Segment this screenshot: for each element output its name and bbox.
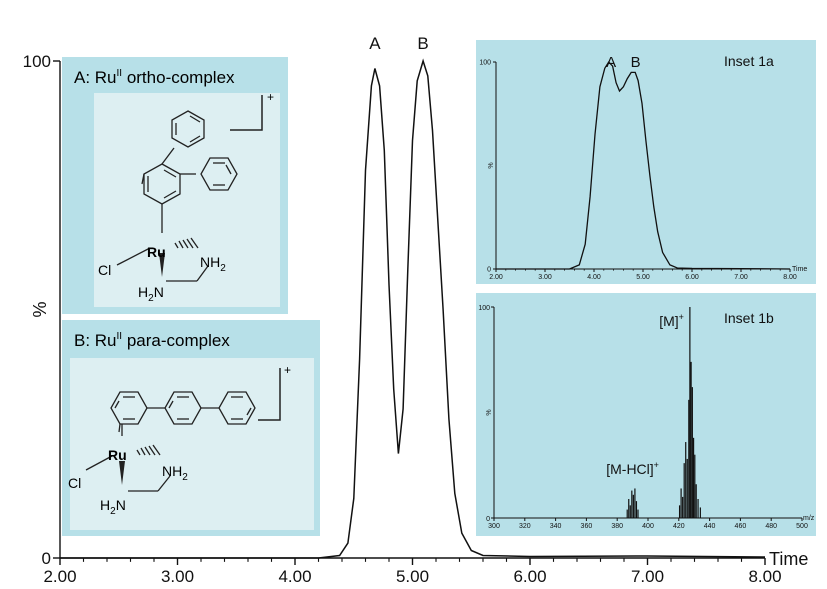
main-y-tick-label: 0 — [42, 549, 51, 568]
inset-1b-annotation-m: [M]+ — [659, 312, 684, 329]
main-x-tick-label: 4.00 — [278, 567, 311, 586]
panel-b-inner — [70, 358, 314, 530]
inset-1b-y-tick-label: 0 — [486, 516, 490, 523]
inset-1a-x-tick-label: 3.00 — [538, 274, 552, 281]
inset-1a-y-tick-label: 100 — [479, 59, 491, 66]
inset-1a-x-tick-label: 4.00 — [587, 274, 601, 281]
panel-a-h2n: H2N — [138, 284, 164, 304]
inset-1a-peak-label-b: B — [631, 54, 641, 71]
panel-a-nh2: NH2 — [200, 254, 226, 274]
inset-1a-series-line — [496, 60, 791, 270]
inset-1b-x-axis-label: m/z — [803, 515, 815, 522]
inset-1a-x-axis-label: Time — [792, 266, 807, 273]
inset-1b-background — [476, 293, 816, 536]
main-y-axis-label: % — [30, 301, 50, 317]
inset-1b-x-tick-label: 440 — [704, 523, 716, 530]
main-peak-label-a: A — [369, 34, 381, 53]
inset-1a-peak-label-a: A — [606, 54, 616, 71]
panel-a-cl: Cl — [98, 262, 111, 278]
panel-a-inner — [94, 93, 280, 307]
wedge-bond-a — [159, 253, 165, 277]
main-series-line — [60, 58, 766, 559]
main-x-tick-label: 6.00 — [513, 567, 546, 586]
panel-a-ru: Ru — [147, 244, 166, 260]
panel-b-h2n: H2N — [100, 497, 126, 517]
inset-1a-x-tick-label: 6.00 — [685, 274, 699, 281]
main-x-tick-label: 8.00 — [748, 567, 781, 586]
structure-panel-a: A: RuII ortho-complex — [62, 57, 288, 314]
inset-1b-x-tick-label: 300 — [488, 523, 500, 530]
inset-1a-x-tick-label: 5.00 — [636, 274, 650, 281]
main-x-tick-label: 3.00 — [161, 567, 194, 586]
inset-1b-x-tick-label: 320 — [519, 523, 531, 530]
inset-1b-panel: 300 320 340 360 380 400 420 440 460 480 500 0 100 m/z… — [476, 293, 816, 536]
inset-1b-x-tick-label: 420 — [673, 523, 685, 530]
inset-1a-background — [476, 40, 816, 284]
inset-1a-y-tick-label: 0 — [487, 266, 491, 273]
main-x-tick-label: 7.00 — [631, 567, 664, 586]
inset-1a-panel: 2.00 3.00 4.00 5.00 6.00 7.00 8.00 0 100 Time% A B I… — [476, 40, 816, 284]
panel-b-nh2: NH2 — [162, 463, 188, 483]
structure-panel-b: B: RuII para-complex — [62, 320, 320, 536]
panel-a-title: A: RuII ortho-complex — [74, 68, 235, 87]
inset-1b-x-tick-label: 360 — [581, 523, 593, 530]
inset-1a-x-tick-label: 7.00 — [734, 274, 748, 281]
panel-b-charge: + — [284, 363, 291, 377]
main-peak-label-b: B — [417, 34, 428, 53]
main-x-tick-label: 5.00 — [396, 567, 429, 586]
inset-1b-annotation-m-hcl: [M-HCl]+ — [606, 460, 659, 477]
panel-b-ru: Ru — [108, 447, 127, 463]
main-x-tick-label: 2.00 — [43, 567, 76, 586]
para-complex-structure — [85, 368, 281, 492]
inset-1b-x-tick-label: 340 — [550, 523, 562, 530]
inset-1a-x-tick-label: 8.00 — [783, 274, 797, 281]
inset-1b-y-axis-label: % — [486, 409, 493, 415]
panel-a-charge: + — [267, 90, 274, 104]
inset-1a-title: Inset 1a — [724, 53, 774, 69]
inset-1b-x-tick-label: 380 — [611, 523, 623, 530]
panel-b-title: B: RuII para-complex — [74, 331, 230, 350]
wedge-bond-b — [119, 461, 125, 485]
inset-1a-x-tick-label: 2.00 — [489, 274, 503, 281]
inset-1a-y-axis-label: % — [488, 162, 495, 168]
ortho-complex-structure — [116, 95, 263, 282]
inset-1b-x-tick-label: 500 — [796, 523, 808, 530]
main-x-axis-label: Time — [769, 549, 808, 569]
inset-1b-x-tick-label: 400 — [642, 523, 654, 530]
inset-1b-title: Inset 1b — [724, 310, 774, 326]
inset-1b-x-tick-label: 480 — [765, 523, 777, 530]
inset-1b-y-tick-label: 100 — [478, 305, 490, 312]
main-y-tick-label: 100 — [23, 52, 51, 71]
panel-b-cl: Cl — [68, 475, 81, 491]
inset-1b-x-tick-label: 460 — [735, 523, 747, 530]
